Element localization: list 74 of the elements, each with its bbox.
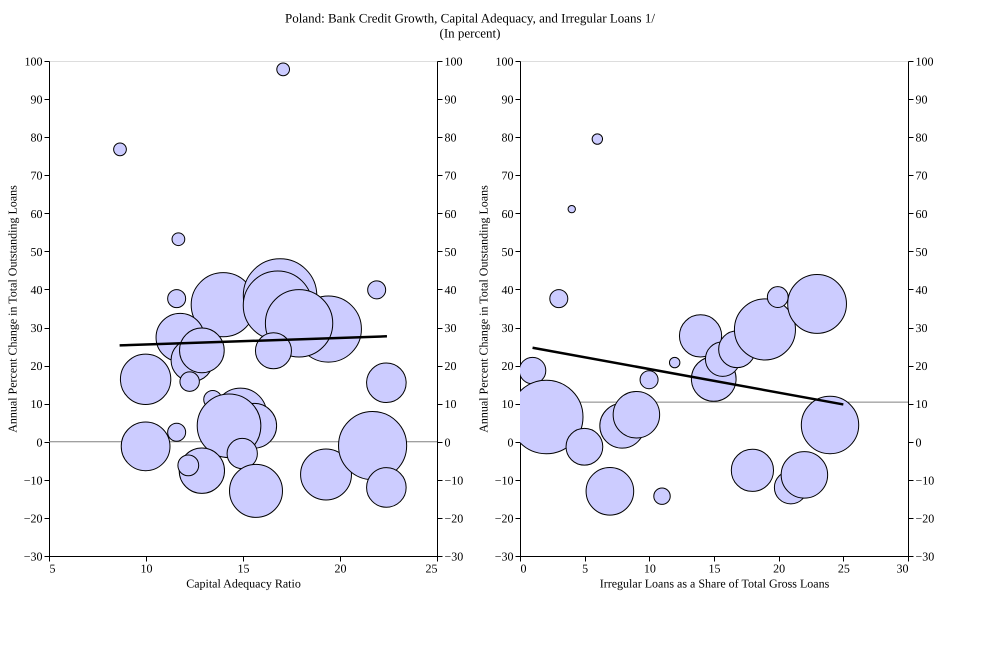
x-tick-label: 15 [708,562,720,576]
y2-tick-label: 100 [444,54,462,68]
y2-tick-label: 90 [916,92,928,107]
y2-tick-label: 20 [444,359,456,374]
y-tick-label: 80 [30,130,42,145]
x-tick-label: 10 [140,562,152,576]
y-tick-label: 70 [502,168,514,183]
y-axis-title: Annual Percent Change in Total Outstanding Loans [476,184,491,433]
y-tick-label: 50 [30,244,42,259]
y-tick-label: −30 [24,550,42,564]
y2-tick-label: 40 [444,282,456,297]
text: Poland: Bank Credit Growth, Capital Adequacy, and Irregular Loans 1/ [285,10,656,26]
x-tick-label: 30 [896,562,908,576]
y-tick-label: 60 [30,206,42,221]
y2-tick-label: 60 [916,206,928,221]
y2-tick-label: 70 [444,168,456,183]
y2-tick-label: −30 [916,550,934,564]
x-tick-label: 5 [582,562,588,576]
y-tick-label: −20 [24,511,42,526]
x-tick-label: 0 [520,562,526,576]
y-tick-label: 90 [30,92,42,107]
y-tick-label: 0 [36,435,42,450]
y2-tick-label: 20 [916,359,928,374]
y2-tick-label: 10 [916,397,928,412]
y-tick-label: −20 [494,511,514,526]
y2-tick-label: 10 [444,397,456,412]
y-tick-label: 30 [502,321,514,336]
y-tick-label: 40 [502,282,514,297]
y-tick-label: 60 [502,206,514,221]
text: (In percent) [440,26,500,40]
y2-tick-label: 80 [916,130,928,145]
x-axis-title: Capital Adequacy Ratio [186,576,301,590]
y2-tick-label: 80 [444,130,456,145]
y-tick-label: 20 [502,359,514,374]
y-tick-label: 50 [502,244,514,259]
y-tick-label: 0 [508,435,514,450]
y-tick-label: 10 [30,397,42,412]
y2-tick-label: −20 [916,511,934,526]
y2-tick-label: −10 [916,473,934,488]
y-tick-label: −10 [24,473,42,488]
y2-tick-label: 60 [444,206,456,221]
y-tick-label: 30 [30,321,42,336]
y2-tick-label: 30 [916,321,928,336]
x-tick-label: 20 [334,562,346,576]
x-tick-label: 20 [773,562,786,576]
y-tick-label: −30 [494,550,514,564]
y2-tick-label: 70 [916,168,928,183]
y2-tick-label: −20 [444,511,464,526]
y2-tick-label: 0 [916,435,922,450]
x-tick-label: 10 [644,562,656,576]
x-tick-label: 25 [838,562,850,576]
y2-tick-label: 50 [916,244,928,259]
y-tick-label: 40 [30,282,42,297]
x-tick-label: 15 [238,562,250,576]
y-tick-label: 90 [502,92,514,107]
y2-tick-label: 40 [916,282,928,297]
x-tick-label: 5 [50,562,56,576]
y2-tick-label: 0 [444,435,450,450]
y-tick-label: 100 [24,54,42,68]
y2-tick-label: 30 [444,321,456,336]
y2-tick-label: −30 [444,550,464,564]
y2-tick-label: 90 [444,92,456,107]
y-axis-title: Annual Percent Change in Total Outstanding Loans [6,184,20,433]
y-tick-label: 10 [502,397,514,412]
y-tick-label: 80 [502,130,514,145]
y2-tick-label: −10 [444,473,464,488]
x-tick-label: 25 [426,562,438,576]
y2-tick-label: 50 [444,244,456,259]
y-tick-label: 20 [30,359,42,374]
y2-tick-label: 100 [916,54,934,68]
y-tick-label: 70 [30,168,42,183]
x-axis-title: Irregular Loans as a Share of Total Gross Loans [600,576,830,590]
y-tick-label: −10 [494,473,514,488]
y-tick-label: 100 [496,54,514,68]
